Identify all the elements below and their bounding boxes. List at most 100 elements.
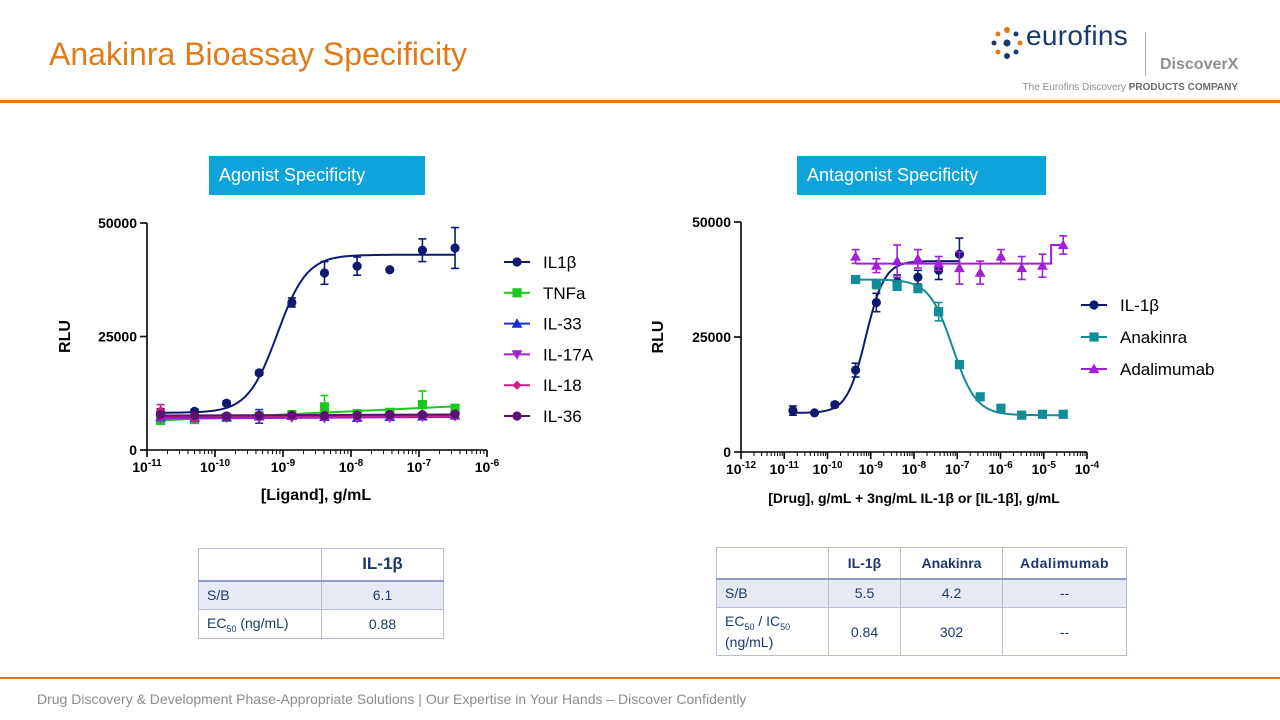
- data-point: [934, 307, 944, 317]
- agonist-sb-value: 6.1: [321, 580, 444, 610]
- agonist-label: Agonist Specificity: [209, 156, 425, 195]
- data-point: [830, 400, 840, 410]
- data-point: [1057, 239, 1069, 250]
- data-point: [450, 409, 460, 419]
- y-tick-label: 50000: [692, 214, 731, 230]
- data-point: [319, 402, 330, 412]
- data-point: [870, 260, 882, 270]
- antagonist-ecic-adalimumab: --: [1002, 607, 1127, 656]
- x-tick-label: 10-6: [988, 460, 1013, 477]
- ec-sub: 50: [226, 623, 237, 634]
- data-point: [974, 267, 986, 277]
- agonist-table: IL-1β S/B 6.1 EC50 (ng/mL) 0.88: [198, 548, 444, 639]
- data-point: [156, 409, 166, 420]
- legend-label: TNFa: [543, 284, 586, 303]
- y-axis-label: RLU: [650, 321, 667, 354]
- data-point: [417, 245, 427, 255]
- y-axis-label: RLU: [57, 320, 74, 353]
- x-tick-label: 10-8: [902, 460, 927, 477]
- header-divider: [0, 100, 1280, 103]
- legend-label: IL-1β: [1120, 296, 1159, 315]
- tagline-bold: PRODUCTS COMPANY: [1128, 82, 1238, 93]
- data-point: [850, 251, 862, 261]
- logo-dots-icon: [991, 27, 1023, 59]
- x-tick-label: 10-7: [407, 458, 432, 475]
- x-tick-label: 10-7: [945, 460, 970, 477]
- series-1: Anakinra: [851, 274, 1188, 420]
- data-point: [1058, 409, 1068, 419]
- antagonist-ecic-il1b: 0.84: [828, 607, 901, 656]
- y-tick-label: 25000: [98, 329, 137, 345]
- data-point: [995, 251, 1007, 261]
- antagonist-table-corner: [716, 547, 829, 580]
- logo-subbrand: DiscoverX: [1160, 56, 1239, 73]
- ec-text: EC: [207, 614, 227, 631]
- data-point: [1037, 409, 1048, 419]
- x-tick-label: 10-8: [339, 458, 364, 475]
- series-2: IL-33: [155, 315, 582, 425]
- legend-label: IL-36: [543, 407, 582, 426]
- legend-marker: [512, 411, 522, 421]
- fit-line: [855, 244, 1064, 265]
- antagonist-sb-adalimumab: --: [1002, 578, 1127, 608]
- data-point: [871, 279, 881, 289]
- data-point: [975, 392, 985, 402]
- series-2: Adalimumab: [850, 235, 1215, 379]
- data-point: [933, 258, 945, 268]
- footer-text: Drug Discovery & Development Phase-Appro…: [37, 691, 747, 707]
- antagonist-col-il1b: IL-1β: [828, 547, 901, 580]
- x-tick-label: 10-11: [770, 460, 800, 477]
- data-point: [996, 403, 1006, 413]
- data-point: [809, 408, 820, 418]
- antagonist-sb-il1b: 5.5: [828, 578, 901, 608]
- data-point: [892, 281, 902, 291]
- series-5: IL-36: [156, 407, 582, 426]
- data-point: [450, 403, 460, 413]
- legend-marker: [512, 380, 522, 390]
- legend-marker: [512, 288, 522, 298]
- y-tick-label: 50000: [98, 215, 137, 231]
- legend-marker: [511, 350, 523, 360]
- legend-label: Anakinra: [1120, 328, 1188, 347]
- data-point: [385, 265, 395, 275]
- x-tick-label: 10-10: [200, 458, 230, 475]
- data-point: [352, 410, 362, 420]
- data-point: [319, 268, 330, 278]
- data-point: [352, 261, 362, 271]
- footer-divider: [0, 677, 1280, 679]
- data-point: [851, 274, 861, 285]
- data-point: [788, 406, 798, 416]
- data-point: [221, 398, 232, 408]
- data-point: [851, 365, 861, 375]
- x-tick-label: 10-11: [132, 458, 162, 475]
- charts-canvas: 0 25000 50000 10-11 10-10 10-9 10-8 10-7 10-6 [Li…: [57, 214, 1215, 506]
- agonist-chart: 0 25000 50000 10-11 10-10 10-9 10-8 10-7 10-6 [Li…: [57, 215, 594, 504]
- fit-line: [160, 413, 456, 417]
- x-axis-label: [Drug], g/mL + 3ng/mL IL-1β or [IL-1β], …: [768, 490, 1060, 506]
- x-tick-label: 10-4: [1075, 460, 1100, 477]
- antagonist-ecic-anakinra: 302: [900, 607, 1003, 656]
- ec-unit: (ng/mL): [236, 614, 289, 631]
- x-tick-label: 10-5: [1032, 460, 1057, 477]
- fit-line: [855, 278, 1064, 417]
- data-point: [287, 297, 297, 308]
- antagonist-table: IL-1β Anakinra Adalimumab S/B 5.5 4.2 --…: [716, 547, 1127, 656]
- antagonist-chart: 0 25000 50000 10-12 10-11 10-10 10-9 10-8 10-7 10…: [650, 214, 1215, 506]
- antagonist-sb-anakinra: 4.2: [900, 578, 1003, 608]
- logo-wordmark: eurofins: [1026, 20, 1129, 51]
- y-tick-label: 0: [723, 444, 731, 460]
- logo-tagline: The Eurofins Discovery PRODUCTS COMPANY: [1023, 82, 1238, 93]
- data-point: [319, 410, 330, 421]
- ic-sub: 50: [780, 621, 791, 632]
- y-tick-label: 0: [129, 442, 137, 458]
- agonist-row-ec50-label: EC50 (ng/mL): [198, 609, 322, 639]
- antagonist-row-ecic-label: EC50 / IC50 (ng/mL): [716, 607, 829, 656]
- data-point: [1017, 410, 1027, 420]
- antagonist-col-anakinra: Anakinra: [900, 547, 1003, 580]
- legend-label: IL-18: [543, 376, 582, 395]
- data-point: [954, 360, 965, 370]
- data-point: [912, 253, 924, 263]
- legend-label: IL-17A: [543, 345, 594, 364]
- agonist-col-il1b: IL-1β: [321, 548, 444, 582]
- x-tick-label: 10-9: [859, 460, 884, 477]
